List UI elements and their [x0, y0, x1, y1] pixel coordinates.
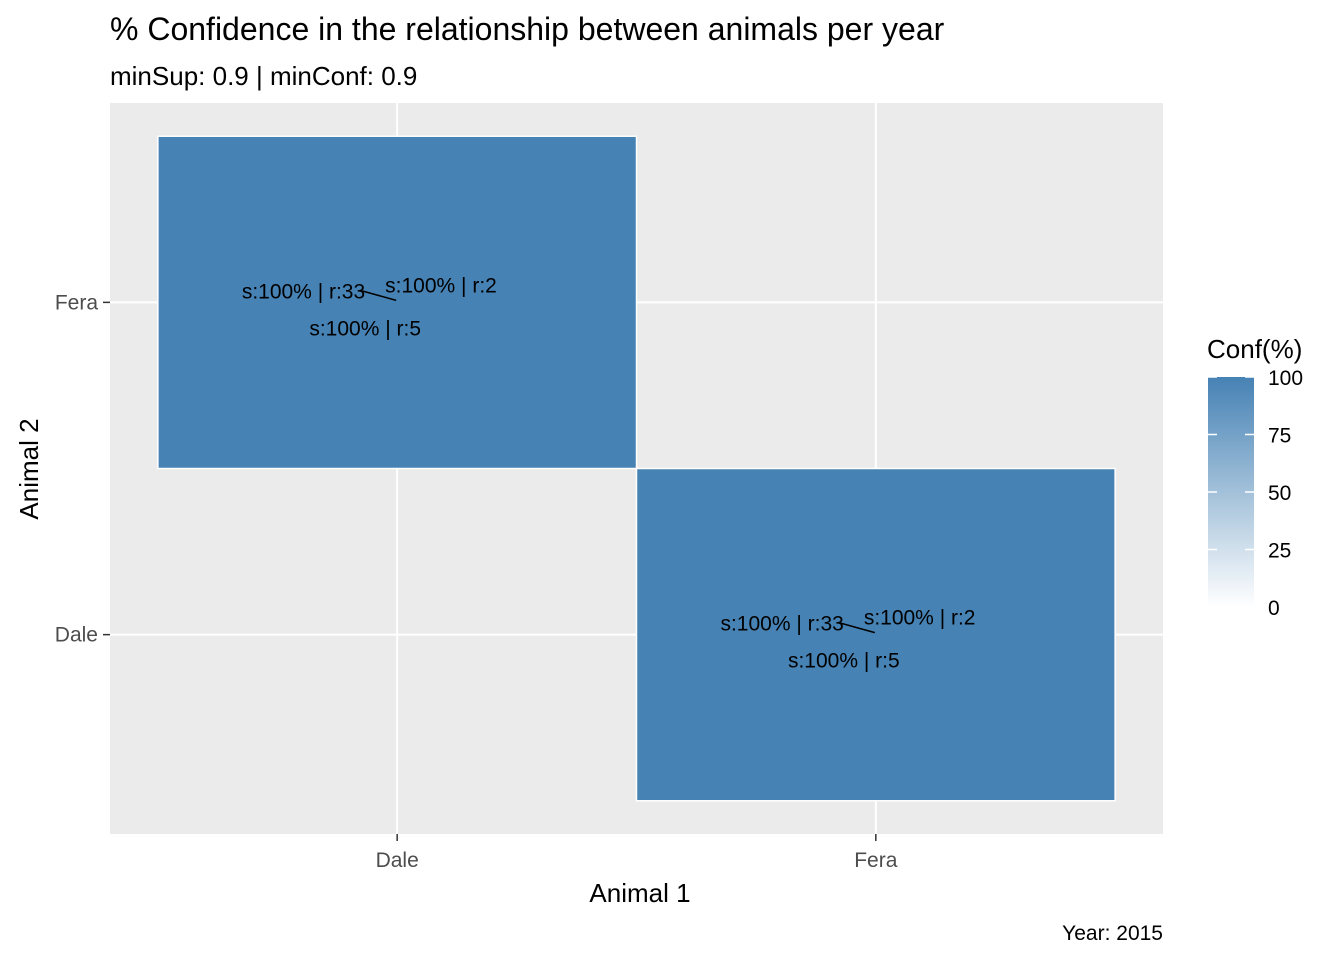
cell-label: s:100% | r:33 [720, 613, 843, 636]
legend-ticks: 0 25 50 75 100 [1208, 367, 1303, 620]
heatmap-tile-fera-dale [635, 467, 1116, 802]
cell-label: s:100% | r:2 [864, 607, 976, 630]
chart-caption: Year: 2015 [1062, 922, 1163, 945]
legend-tick-label: 25 [1268, 540, 1291, 563]
x-tick-label: Dale [376, 849, 419, 872]
y-tick-label: Dale [55, 624, 98, 647]
color-legend: Conf(%) 0 25 50 75 100 [1207, 334, 1303, 620]
heatmap-tiles [157, 135, 1116, 802]
cell-label: s:100% | r:5 [309, 317, 421, 340]
legend-tick-label: 50 [1268, 482, 1291, 505]
cell-labels: s:100% | r:33 s:100% | r:2 s:100% | r:5 s:1… [242, 274, 976, 672]
chart-title: % Confidence in the relationship between… [110, 11, 945, 47]
x-axis-label: Animal 1 [589, 878, 690, 908]
cell-label: s:100% | r:5 [788, 650, 900, 673]
label-connector [359, 289, 397, 302]
legend-title: Conf(%) [1207, 334, 1302, 364]
y-axis-label: Animal 2 [14, 418, 44, 519]
x-axis-ticks: Dale Fera [376, 834, 898, 872]
chart-subtitle: minSup: 0.9 | minConf: 0.9 [110, 61, 417, 91]
y-axis-ticks: Dale Fera [55, 291, 110, 647]
legend-tick-label: 75 [1268, 425, 1291, 448]
label-connector [838, 621, 876, 634]
legend-tick-label: 100 [1268, 367, 1303, 390]
heatmap-tile-dale-fera [157, 135, 638, 470]
cell-label: s:100% | r:2 [385, 274, 497, 297]
y-tick-label: Fera [55, 291, 99, 314]
legend-tick-label: 0 [1268, 597, 1280, 620]
x-tick-label: Fera [854, 849, 898, 872]
cell-label: s:100% | r:33 [242, 280, 365, 303]
